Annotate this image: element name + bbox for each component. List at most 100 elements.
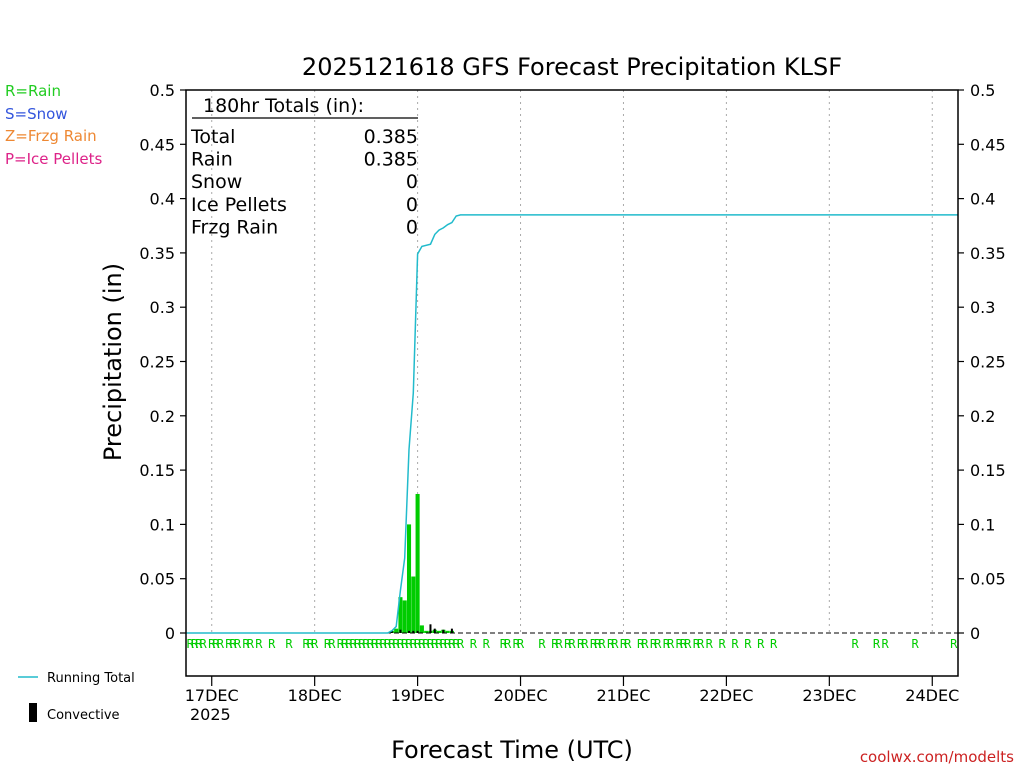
precip-type-marker-64: R bbox=[598, 637, 606, 651]
precip-type-marker-88: R bbox=[881, 637, 889, 651]
precip-type-marker-35: R bbox=[401, 637, 409, 651]
precip-type-marker-0: R bbox=[187, 637, 195, 651]
precip-type-marker-73: R bbox=[663, 637, 671, 651]
precip-type-marker-36: R bbox=[405, 637, 413, 651]
precip-type-marker-65: R bbox=[607, 637, 615, 651]
precip-type-marker-86: R bbox=[851, 637, 859, 651]
precip-type-marker-52: R bbox=[504, 637, 512, 651]
legend-freezing-rain: Z=Frzg Rain bbox=[5, 127, 97, 145]
rain-bar-11 bbox=[437, 630, 442, 633]
totals-value-0: 0.385 bbox=[364, 126, 418, 148]
y-axis-left: 0 0.05 0.1 0.15 0.2 0.25 0.3 0.35 0.4 0.45 0.5 bbox=[139, 81, 186, 643]
precip-type-marker-87: R bbox=[873, 637, 881, 651]
precip-type-marker-13: R bbox=[268, 637, 276, 651]
rain-bar-2 bbox=[398, 597, 403, 633]
convective-bar-6 bbox=[433, 628, 436, 633]
precip-type-marker-56: R bbox=[551, 637, 559, 651]
precip-type-marker-83: R bbox=[744, 637, 752, 651]
convective-bar-3 bbox=[412, 630, 415, 633]
precip-type-marker-55: R bbox=[538, 637, 546, 651]
precip-type-marker-74: R bbox=[667, 637, 675, 651]
precip-type-marker-6: R bbox=[217, 637, 225, 651]
x-tick-label-5: 22DEC bbox=[699, 686, 753, 705]
running-total-legend-label: Running Total bbox=[47, 671, 135, 686]
precip-type-marker-5: R bbox=[212, 637, 220, 651]
rain-bar-8 bbox=[424, 630, 429, 633]
precip-type-marker-51: R bbox=[500, 637, 508, 651]
y-tick-label-right-2: 0.1 bbox=[970, 515, 995, 534]
precip-type-marker-9: R bbox=[234, 637, 242, 651]
precip-type-marker-17: R bbox=[311, 637, 319, 651]
rain-bar-4 bbox=[406, 524, 412, 633]
precip-type-marker-58: R bbox=[564, 637, 572, 651]
precip-type-marker-48: R bbox=[457, 637, 465, 651]
precip-type-marker-79: R bbox=[697, 637, 705, 651]
precip-type-marker-47: R bbox=[453, 637, 461, 651]
precip-type-marker-44: R bbox=[440, 637, 448, 651]
running-total-line bbox=[186, 214, 958, 634]
precip-type-marker-24: R bbox=[354, 637, 362, 651]
convective-swatch bbox=[29, 703, 37, 722]
precip-type-marker-42: R bbox=[431, 637, 439, 651]
precip-type-marker-2: R bbox=[195, 637, 203, 651]
x-tick-label-7: 24DEC bbox=[905, 686, 959, 705]
x-tick-label-6: 23DEC bbox=[802, 686, 856, 705]
y-tick-label-left-6: 0.3 bbox=[150, 298, 175, 317]
y-tick-label-left-3: 0.15 bbox=[139, 461, 175, 480]
totals-label-4: Frzg Rain bbox=[191, 216, 278, 238]
y-tick-label-right-10: 0.5 bbox=[970, 81, 995, 100]
precip-type-marker-53: R bbox=[513, 637, 521, 651]
precip-type-marker-71: R bbox=[650, 637, 658, 651]
precip-type-marker-22: R bbox=[345, 637, 353, 651]
precip-type-marker-49: R bbox=[470, 637, 478, 651]
y-tick-label-left-2: 0.1 bbox=[150, 515, 175, 534]
convective-bar-7 bbox=[442, 629, 445, 633]
y-tick-label-left-10: 0.5 bbox=[150, 81, 175, 100]
legend-snow: S=Snow bbox=[5, 105, 68, 123]
precip-type-marker-29: R bbox=[375, 637, 383, 651]
precip-type-marker-20: R bbox=[337, 637, 345, 651]
precip-type-marker-25: R bbox=[358, 637, 366, 651]
precip-type-marker-37: R bbox=[410, 637, 418, 651]
precip-type-marker-28: R bbox=[371, 637, 379, 651]
precip-type-marker-66: R bbox=[611, 637, 619, 651]
precip-type-marker-77: R bbox=[684, 637, 692, 651]
convective-bars bbox=[390, 624, 453, 633]
plot-frame bbox=[185, 89, 959, 677]
y-tick-label-right-1: 0.05 bbox=[970, 570, 1006, 589]
rain-bar-13 bbox=[445, 630, 450, 633]
totals-value-2: 0 bbox=[406, 171, 418, 193]
totals-label-1: Rain bbox=[191, 149, 233, 171]
precip-type-marker-32: R bbox=[388, 637, 396, 651]
legend-ice-pellets: P=Ice Pellets bbox=[5, 150, 102, 168]
precip-type-marker-31: R bbox=[384, 637, 392, 651]
y-tick-label-right-7: 0.35 bbox=[970, 244, 1006, 263]
precip-type-marker-46: R bbox=[448, 637, 456, 651]
totals-value-4: 0 bbox=[406, 216, 418, 238]
precip-type-marker-67: R bbox=[620, 637, 628, 651]
y-tick-label-left-1: 0.05 bbox=[139, 570, 175, 589]
rain-bar-1 bbox=[394, 628, 399, 633]
precip-type-marker-70: R bbox=[641, 637, 649, 651]
credit-text: coolwx.com/modelts bbox=[860, 748, 1014, 766]
totals-value-1: 0.385 bbox=[364, 149, 418, 171]
x-tick-label-2: 19DEC bbox=[391, 686, 445, 705]
year-label: 2025 bbox=[190, 705, 231, 724]
rain-bar-7 bbox=[419, 625, 424, 633]
totals-value-3: 0 bbox=[406, 194, 418, 216]
rain-bar-5 bbox=[411, 576, 416, 633]
precip-type-marker-72: R bbox=[654, 637, 662, 651]
precip-type-marker-69: R bbox=[637, 637, 645, 651]
precip-type-marker-54: R bbox=[517, 637, 525, 651]
precip-type-marker-23: R bbox=[350, 637, 358, 651]
y-axis-right: 0 0.05 0.1 0.15 0.2 0.25 0.3 0.35 0.4 0.45 0.5 bbox=[958, 81, 1006, 643]
precip-type-marker-4: R bbox=[208, 637, 216, 651]
rain-bars bbox=[389, 493, 454, 633]
precip-type-marker-89: R bbox=[911, 637, 919, 651]
series-legend: Running Total Convective bbox=[18, 671, 135, 723]
precip-type-marker-30: R bbox=[380, 637, 388, 651]
convective-legend-label: Convective bbox=[47, 708, 120, 723]
precip-type-marker-11: R bbox=[247, 637, 255, 651]
